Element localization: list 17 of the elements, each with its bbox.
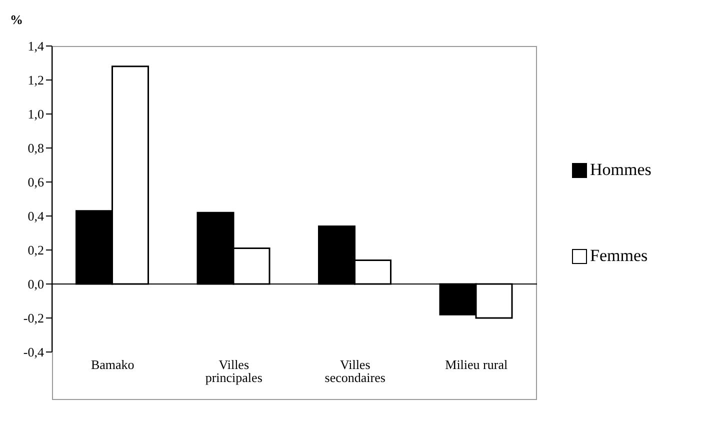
y-tick-label: -0,4 (23, 344, 44, 360)
y-tick-label: 1,4 (28, 38, 44, 54)
y-tick-label: 1,0 (28, 106, 44, 122)
y-tick-label: 0,2 (28, 242, 44, 258)
y-tick-label: 0,8 (28, 140, 44, 156)
y-tick-label: 0,4 (28, 208, 44, 224)
y-axis-title: % (10, 12, 23, 28)
y-tick-label: -0,2 (23, 310, 44, 326)
y-tick-label: 1,2 (28, 72, 44, 88)
x-tick-label: Milieu rural (445, 357, 508, 372)
y-tick-label: 0,0 (28, 276, 44, 292)
legend-label: Femmes (589, 246, 649, 266)
x-tick-label: Villes secondaires (324, 357, 386, 386)
x-tick-label: Villes principales (205, 357, 262, 386)
y-tick-label: 0,6 (28, 174, 44, 190)
x-tick-label: Bamako (90, 357, 134, 372)
legend-label: Hommes (589, 160, 652, 180)
